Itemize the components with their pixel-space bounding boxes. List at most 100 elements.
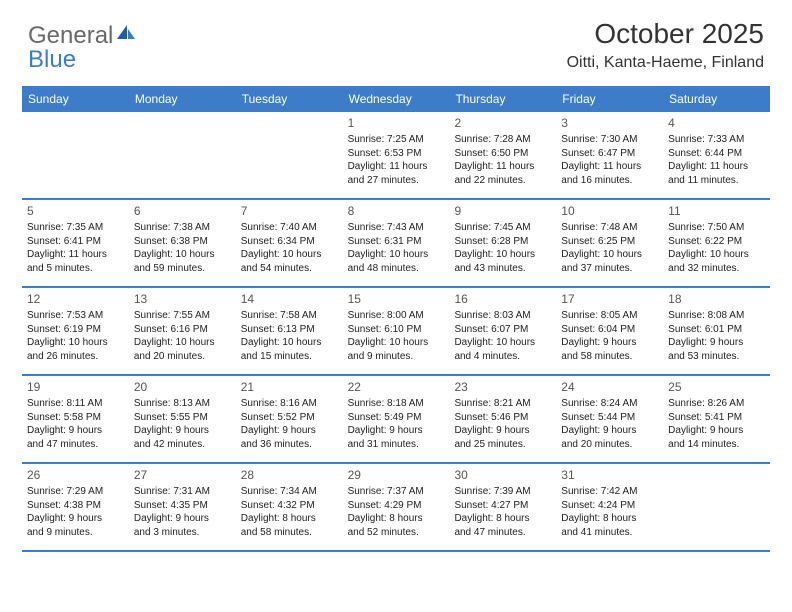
day-number: 17 (561, 291, 658, 307)
day-info-line: and 54 minutes. (241, 262, 338, 276)
month-title: October 2025 (567, 18, 764, 50)
day-cell: 17Sunrise: 8:05 AMSunset: 6:04 PMDayligh… (556, 288, 663, 374)
day-info-line: Sunrise: 8:11 AM (27, 397, 124, 411)
day-info-line: Sunset: 6:01 PM (668, 323, 765, 337)
day-cell (129, 112, 236, 198)
day-info-line: Sunset: 4:24 PM (561, 499, 658, 513)
day-number: 13 (134, 291, 231, 307)
day-number: 25 (668, 379, 765, 395)
day-info-line: Daylight: 10 hours (134, 336, 231, 350)
day-number: 6 (134, 203, 231, 219)
day-header-sat: Saturday (663, 88, 770, 110)
day-info-line: Sunrise: 7:33 AM (668, 133, 765, 147)
day-info-line: Sunset: 5:41 PM (668, 411, 765, 425)
day-info-line: and 11 minutes. (668, 174, 765, 188)
day-number: 23 (454, 379, 551, 395)
day-info-line: and 53 minutes. (668, 350, 765, 364)
day-info-line: Sunrise: 7:42 AM (561, 485, 658, 499)
day-info-line: Daylight: 9 hours (561, 336, 658, 350)
day-info-line: and 42 minutes. (134, 438, 231, 452)
day-info-line: Daylight: 10 hours (241, 248, 338, 262)
day-number: 27 (134, 467, 231, 483)
day-info-line: and 48 minutes. (348, 262, 445, 276)
day-info-line: and 27 minutes. (348, 174, 445, 188)
logo-text-blue: Blue (28, 46, 76, 74)
day-info-line: and 26 minutes. (27, 350, 124, 364)
day-info-line: and 14 minutes. (668, 438, 765, 452)
day-info-line: and 41 minutes. (561, 526, 658, 540)
day-cell (236, 112, 343, 198)
day-info-line: Daylight: 8 hours (454, 512, 551, 526)
day-cell: 13Sunrise: 7:55 AMSunset: 6:16 PMDayligh… (129, 288, 236, 374)
day-info-line: Daylight: 9 hours (241, 424, 338, 438)
day-number: 24 (561, 379, 658, 395)
day-info-line: Sunrise: 7:37 AM (348, 485, 445, 499)
day-info-line: and 43 minutes. (454, 262, 551, 276)
day-info-line: Sunset: 6:47 PM (561, 147, 658, 161)
day-cell: 7Sunrise: 7:40 AMSunset: 6:34 PMDaylight… (236, 200, 343, 286)
day-header-tue: Tuesday (236, 88, 343, 110)
day-number: 18 (668, 291, 765, 307)
day-number: 12 (27, 291, 124, 307)
day-cell: 6Sunrise: 7:38 AMSunset: 6:38 PMDaylight… (129, 200, 236, 286)
day-info-line: Daylight: 9 hours (561, 424, 658, 438)
day-info-line: and 37 minutes. (561, 262, 658, 276)
day-info-line: Daylight: 9 hours (668, 336, 765, 350)
day-cell: 23Sunrise: 8:21 AMSunset: 5:46 PMDayligh… (449, 376, 556, 462)
calendar-grid: Sunday Monday Tuesday Wednesday Thursday… (22, 86, 770, 552)
day-cell: 27Sunrise: 7:31 AMSunset: 4:35 PMDayligh… (129, 464, 236, 550)
day-info-line: and 20 minutes. (134, 350, 231, 364)
day-info-line: Sunrise: 7:38 AM (134, 221, 231, 235)
day-header-wed: Wednesday (343, 88, 450, 110)
day-cell: 28Sunrise: 7:34 AMSunset: 4:32 PMDayligh… (236, 464, 343, 550)
day-info-line: and 4 minutes. (454, 350, 551, 364)
day-number: 20 (134, 379, 231, 395)
day-number: 5 (27, 203, 124, 219)
day-cell: 3Sunrise: 7:30 AMSunset: 6:47 PMDaylight… (556, 112, 663, 198)
day-number: 29 (348, 467, 445, 483)
day-info-line: and 9 minutes. (27, 526, 124, 540)
day-cell: 29Sunrise: 7:37 AMSunset: 4:29 PMDayligh… (343, 464, 450, 550)
day-info-line: Daylight: 10 hours (561, 248, 658, 262)
day-number: 4 (668, 115, 765, 131)
day-cell: 25Sunrise: 8:26 AMSunset: 5:41 PMDayligh… (663, 376, 770, 462)
day-info-line: Sunrise: 8:03 AM (454, 309, 551, 323)
day-info-line: Sunrise: 7:50 AM (668, 221, 765, 235)
day-info-line: Sunrise: 7:58 AM (241, 309, 338, 323)
day-info-line: Sunset: 5:52 PM (241, 411, 338, 425)
day-cell: 31Sunrise: 7:42 AMSunset: 4:24 PMDayligh… (556, 464, 663, 550)
day-cell: 19Sunrise: 8:11 AMSunset: 5:58 PMDayligh… (22, 376, 129, 462)
day-info-line: Daylight: 10 hours (454, 248, 551, 262)
day-cell: 8Sunrise: 7:43 AMSunset: 6:31 PMDaylight… (343, 200, 450, 286)
day-info-line: Sunrise: 8:00 AM (348, 309, 445, 323)
day-header-row: Sunday Monday Tuesday Wednesday Thursday… (22, 86, 770, 112)
day-cell: 26Sunrise: 7:29 AMSunset: 4:38 PMDayligh… (22, 464, 129, 550)
day-info-line: Sunset: 6:34 PM (241, 235, 338, 249)
day-cell: 22Sunrise: 8:18 AMSunset: 5:49 PMDayligh… (343, 376, 450, 462)
day-number: 9 (454, 203, 551, 219)
day-info-line: Sunrise: 7:40 AM (241, 221, 338, 235)
day-cell: 12Sunrise: 7:53 AMSunset: 6:19 PMDayligh… (22, 288, 129, 374)
day-info-line: Daylight: 11 hours (454, 160, 551, 174)
day-info-line: Sunrise: 8:13 AM (134, 397, 231, 411)
day-info-line: Daylight: 9 hours (27, 424, 124, 438)
day-info-line: Daylight: 10 hours (668, 248, 765, 262)
day-info-line: Daylight: 9 hours (668, 424, 765, 438)
day-info-line: Sunset: 4:32 PM (241, 499, 338, 513)
day-info-line: and 58 minutes. (561, 350, 658, 364)
day-info-line: Daylight: 10 hours (348, 336, 445, 350)
day-number: 31 (561, 467, 658, 483)
day-info-line: Sunrise: 8:24 AM (561, 397, 658, 411)
day-info-line: Sunset: 6:07 PM (454, 323, 551, 337)
day-info-line: Sunrise: 7:34 AM (241, 485, 338, 499)
day-info-line: Sunset: 6:22 PM (668, 235, 765, 249)
day-info-line: Sunrise: 8:21 AM (454, 397, 551, 411)
location-text: Oitti, Kanta-Haeme, Finland (567, 54, 764, 72)
day-info-line: Sunset: 6:10 PM (348, 323, 445, 337)
day-info-line: Sunrise: 7:30 AM (561, 133, 658, 147)
day-info-line: Daylight: 11 hours (561, 160, 658, 174)
day-info-line: Sunrise: 7:35 AM (27, 221, 124, 235)
day-cell: 14Sunrise: 7:58 AMSunset: 6:13 PMDayligh… (236, 288, 343, 374)
day-info-line: Sunrise: 7:29 AM (27, 485, 124, 499)
day-info-line: and 25 minutes. (454, 438, 551, 452)
